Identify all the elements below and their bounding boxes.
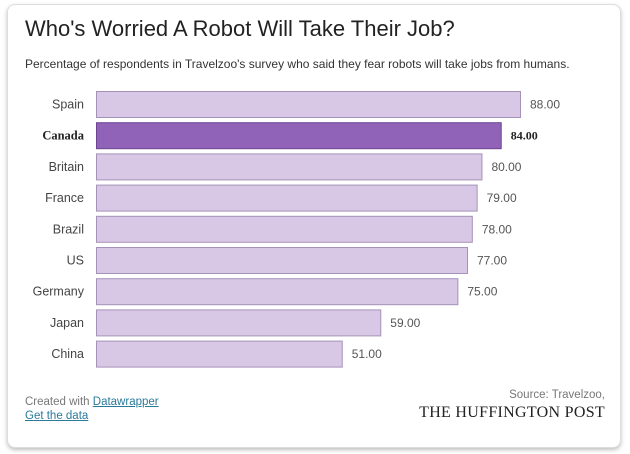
- bar-us: [96, 247, 468, 274]
- value-label: 51.00: [352, 347, 382, 361]
- value-label: 88.00: [530, 98, 560, 112]
- footer-source: Source: Travelzoo, THE HUFFINGTON POST: [419, 389, 605, 422]
- chart-subtitle: Percentage of respondents in Travelzoo's…: [25, 57, 570, 71]
- category-label: Canada: [42, 129, 84, 143]
- bar-spain: [96, 91, 521, 118]
- category-label: France: [45, 191, 84, 205]
- value-label: 77.00: [477, 254, 507, 268]
- category-label: Spain: [52, 98, 84, 112]
- value-label: 59.00: [390, 316, 420, 330]
- bar-china: [96, 340, 343, 368]
- category-label: US: [67, 254, 84, 268]
- category-label: Japan: [50, 316, 84, 330]
- footer-credits: Created with Datawrapper Get the data: [25, 395, 159, 423]
- created-with-text: Created with: [25, 396, 90, 408]
- value-label: 84.00: [511, 129, 538, 143]
- category-label: China: [51, 347, 84, 361]
- bar-france: [96, 184, 478, 212]
- chart-title: Who's Worried A Robot Will Take Their Jo…: [25, 16, 455, 41]
- category-label: Brazil: [53, 222, 84, 236]
- source-text: Source: Travelzoo,: [509, 389, 605, 401]
- huffington-post-logo: THE HUFFINGTON POST: [419, 404, 605, 421]
- bar-germany: [96, 278, 459, 306]
- datawrapper-link[interactable]: Datawrapper: [92, 396, 159, 408]
- value-label: 79.00: [487, 191, 517, 205]
- value-label: 80.00: [491, 160, 521, 174]
- get-the-data-link[interactable]: Get the data: [25, 410, 89, 422]
- category-label: Germany: [33, 285, 85, 299]
- bar-canada: [96, 122, 502, 150]
- category-label: Britain: [49, 160, 84, 174]
- bar-britain: [96, 153, 483, 181]
- value-label: 75.00: [467, 285, 497, 299]
- value-label: 78.00: [482, 222, 512, 236]
- bar-brazil: [96, 215, 473, 243]
- bar-japan: [96, 309, 382, 337]
